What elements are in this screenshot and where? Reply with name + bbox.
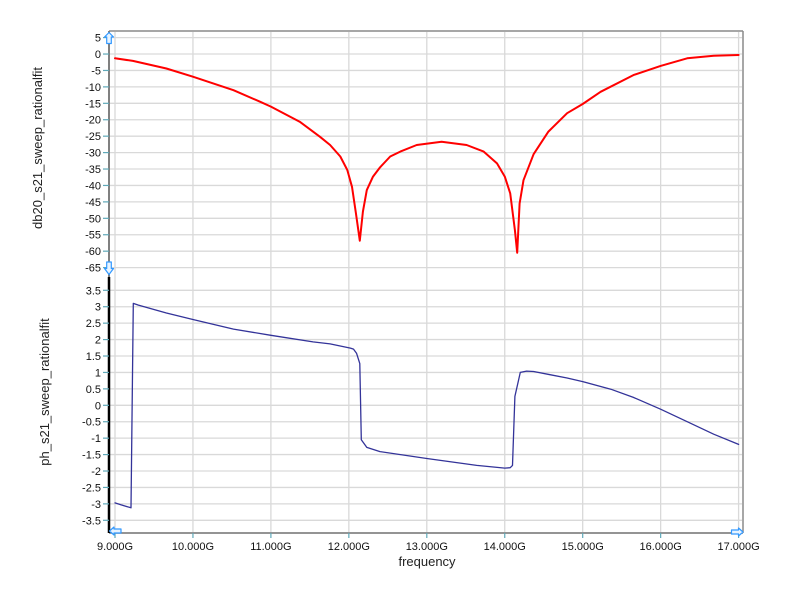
y-tick-label: -3 [91,499,101,511]
y-tick-label: -20 [85,115,101,127]
y-tick-label: -35 [85,164,101,176]
y-tick-label: -0.5 [82,417,101,429]
tick-marks-and-labels: 50-5-10-15-20-25-30-35-40-45-50-55-60-65… [82,33,760,553]
x-tick-label: 17.000G [717,541,759,553]
y-tick-label: -5 [91,65,101,77]
y-tick-label: -40 [85,180,101,192]
phase-y-axis-label: ph_s21_sweep_rationalfit [37,318,52,466]
x-tick-label: 13.000G [406,541,448,553]
y-tick-label: -25 [85,131,101,143]
y-tick-label: 2 [95,335,101,347]
x-tick-label: 16.000G [640,541,682,553]
y-tick-label: -3.5 [82,515,101,527]
y-tick-label: -65 [85,263,101,275]
y-tick-label: 3 [95,302,101,314]
y-tick-label: 0 [95,49,101,61]
y-tick-label: 1.5 [86,351,101,363]
y-tick-label: -1 [91,433,101,445]
data-traces [114,54,740,509]
x-tick-label: 14.000G [484,541,526,553]
y-tick-label: -1.5 [82,450,101,462]
x-axis-label: frequency [398,554,456,569]
db20-y-axis-label: db20_s21_sweep_rationalfit [30,67,45,229]
x-tick-label: 15.000G [562,541,604,553]
db20-ymax-handle-icon[interactable] [103,31,115,45]
y-tick-label: 0.5 [86,384,101,396]
y-tick-label: -15 [85,98,101,110]
x-tick-label: 11.000G [250,541,291,553]
y-tick-label: -45 [85,197,101,209]
plot-frame [107,30,744,534]
db20_s21_sweep_rationalfit-trace[interactable] [114,54,740,254]
y-tick-label: -60 [85,246,101,258]
gridlines [110,32,742,532]
y-tick-label: -10 [85,82,101,94]
panel-divider-handle-icon[interactable] [103,261,115,276]
y-tick-label: -50 [85,213,101,225]
y-tick-label: 0 [95,400,101,412]
y-tick-label: -2 [91,466,101,478]
x-min-handle-icon[interactable] [108,526,122,536]
y-tick-label: -2.5 [82,482,101,494]
y-tick-label: 3.5 [86,285,101,297]
x-tick-label: 10.000G [172,541,214,553]
y-tick-label: 5 [95,33,101,45]
ph_s21_sweep_rationalfit-trace[interactable] [114,302,740,509]
x-tick-label: 9.000G [97,541,133,553]
y-tick-label: 1 [95,367,101,379]
y-tick-label: 2.5 [86,318,101,330]
y-tick-label: -30 [85,148,101,160]
x-max-handle-icon[interactable] [730,527,744,537]
y-tick-label: -55 [85,230,101,242]
x-tick-label: 12.000G [328,541,370,553]
